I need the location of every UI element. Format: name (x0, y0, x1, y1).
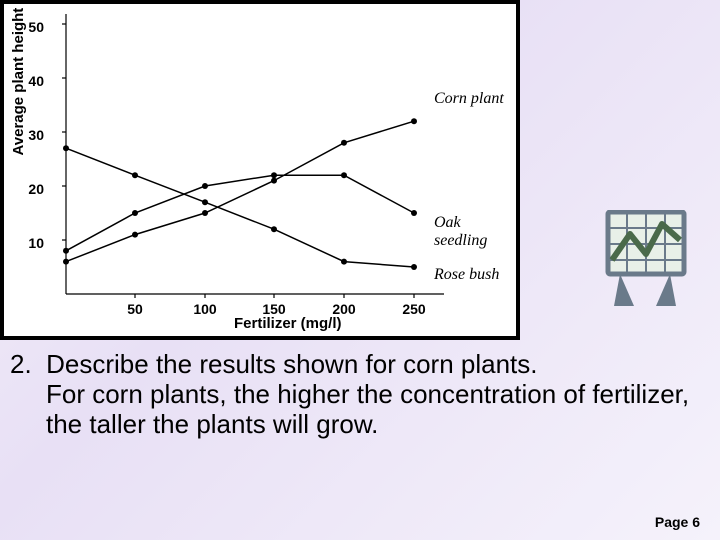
ytick-20: 20 (28, 181, 44, 197)
x-axis-label: Fertilizer (mg/l) (234, 315, 342, 332)
y-ticks: 10 20 30 40 50 (28, 19, 66, 251)
series-label-corn: Corn plant (434, 90, 504, 108)
ytick-40: 40 (28, 73, 44, 89)
series-label-oak: Oak seedling (434, 214, 516, 250)
ytick-10: 10 (28, 235, 44, 251)
ytick-50: 50 (28, 19, 44, 35)
chart-svg: 10 20 30 40 50 50 100 150 200 250 (4, 4, 516, 336)
x-ticks: 50 100 150 200 250 (127, 294, 426, 317)
page-number: Page 6 (655, 514, 700, 530)
ytick-30: 30 (28, 127, 44, 143)
xtick-250: 250 (402, 301, 426, 317)
question-number: 2. (10, 349, 32, 379)
y-axis-label: Average plant height (cm) (10, 0, 27, 156)
question-block: 2. Describe the results shown for corn p… (10, 350, 710, 440)
line-chart-icon (600, 210, 690, 310)
markers (63, 118, 417, 270)
question-answer: For corn plants, the higher the concentr… (10, 380, 710, 440)
corn-line (66, 121, 414, 261)
question-prompt: Describe the results shown for corn plan… (46, 349, 537, 379)
series-label-rose: Rose bush (434, 266, 499, 284)
plant-height-chart: 10 20 30 40 50 50 100 150 200 250 (0, 0, 520, 340)
xtick-100: 100 (193, 301, 217, 317)
rose-line (66, 148, 414, 267)
oak-line (66, 175, 414, 251)
xtick-50: 50 (127, 301, 143, 317)
